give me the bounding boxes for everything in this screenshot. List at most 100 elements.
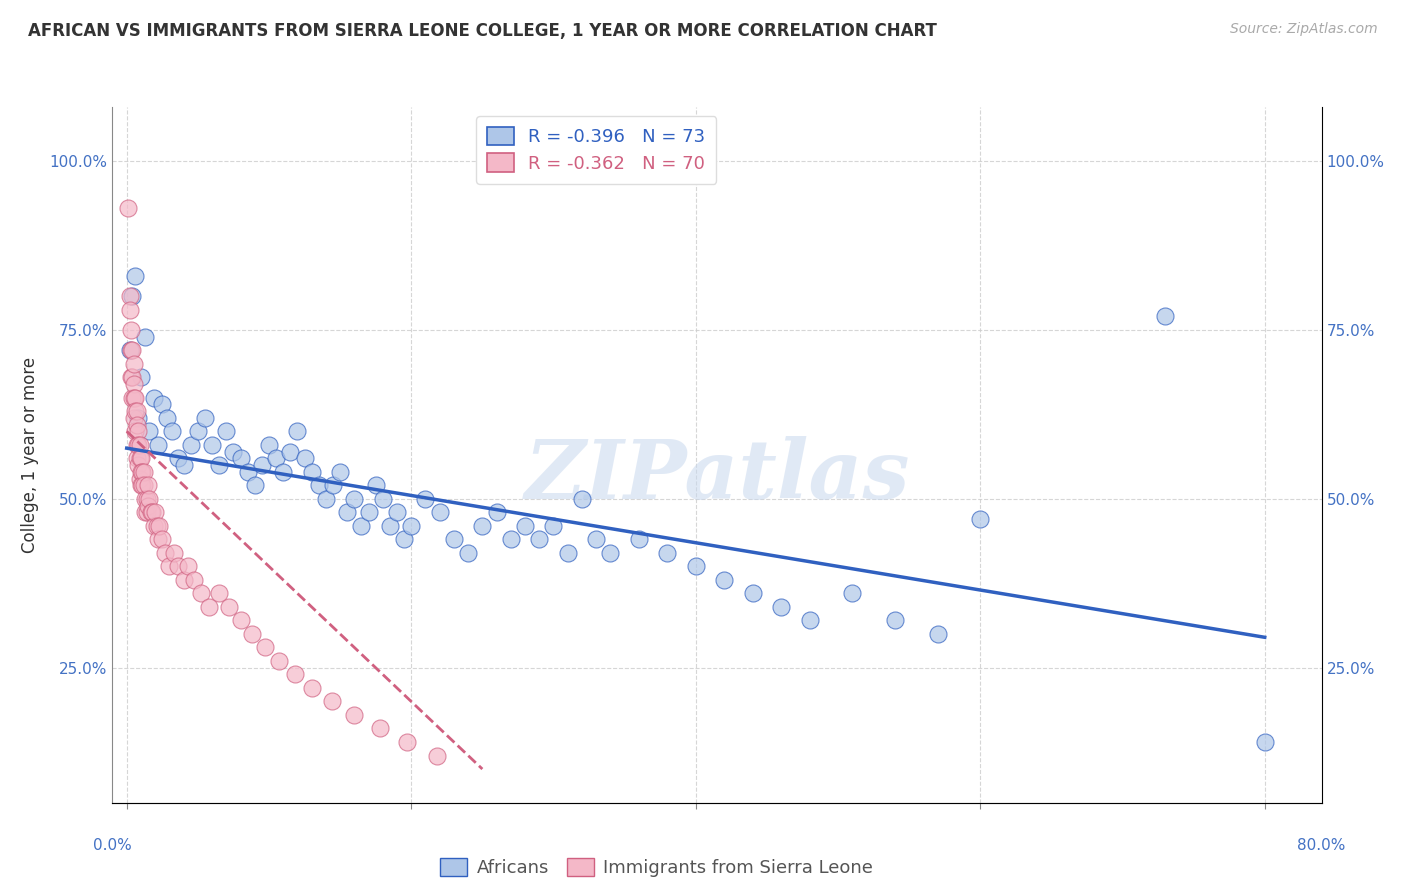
Point xyxy=(155,410,177,425)
Point xyxy=(471,519,494,533)
Point xyxy=(243,478,266,492)
Point xyxy=(927,627,949,641)
Point xyxy=(136,499,159,513)
Point xyxy=(138,424,160,438)
Point xyxy=(142,519,165,533)
Point xyxy=(364,478,387,492)
Point xyxy=(343,708,366,723)
Point xyxy=(127,458,149,472)
Point xyxy=(1154,310,1177,324)
Point xyxy=(969,512,991,526)
Point xyxy=(132,478,155,492)
Point xyxy=(343,491,366,506)
Point xyxy=(264,451,287,466)
Point xyxy=(395,735,418,749)
Point xyxy=(136,478,159,492)
Point xyxy=(329,465,352,479)
Point xyxy=(160,424,183,438)
Point xyxy=(117,202,139,216)
Point xyxy=(129,478,152,492)
Point xyxy=(284,667,307,681)
Point xyxy=(134,491,156,506)
Point xyxy=(250,458,273,472)
Point xyxy=(134,329,156,343)
Point xyxy=(443,533,465,547)
Point xyxy=(236,465,259,479)
Point xyxy=(139,505,162,519)
Point xyxy=(392,533,415,547)
Point xyxy=(301,465,323,479)
Point xyxy=(131,465,153,479)
Point xyxy=(122,357,145,371)
Point xyxy=(143,505,166,519)
Point xyxy=(167,451,190,466)
Point xyxy=(229,451,252,466)
Point xyxy=(271,465,294,479)
Text: 0.0%: 0.0% xyxy=(93,838,132,854)
Point xyxy=(122,376,145,391)
Point xyxy=(125,438,148,452)
Point xyxy=(585,533,607,547)
Text: ZIPatlas: ZIPatlas xyxy=(524,436,910,516)
Y-axis label: College, 1 year or more: College, 1 year or more xyxy=(21,357,38,553)
Point xyxy=(529,533,551,547)
Point xyxy=(513,519,536,533)
Point xyxy=(120,323,142,337)
Point xyxy=(173,458,195,472)
Point xyxy=(321,694,343,708)
Point xyxy=(132,465,155,479)
Point xyxy=(218,599,240,614)
Point xyxy=(208,586,231,600)
Point xyxy=(150,533,173,547)
Point xyxy=(229,614,252,628)
Point xyxy=(294,451,316,466)
Point xyxy=(135,505,157,519)
Point xyxy=(124,391,146,405)
Point xyxy=(741,586,763,600)
Point xyxy=(121,370,143,384)
Point xyxy=(118,289,141,303)
Point xyxy=(222,444,245,458)
Point xyxy=(138,491,160,506)
Point xyxy=(267,654,290,668)
Point xyxy=(127,410,149,425)
Point xyxy=(457,546,479,560)
Point xyxy=(141,505,163,519)
Point xyxy=(685,559,707,574)
Point xyxy=(173,573,195,587)
Point xyxy=(120,343,142,358)
Point xyxy=(308,478,330,492)
Point xyxy=(153,546,176,560)
Point xyxy=(240,627,263,641)
Point xyxy=(485,505,508,519)
Point xyxy=(1254,735,1277,749)
Point xyxy=(145,519,167,533)
Point xyxy=(146,533,169,547)
Point xyxy=(124,424,146,438)
Point xyxy=(125,404,148,418)
Point xyxy=(125,417,148,432)
Point xyxy=(118,302,141,317)
Point xyxy=(121,391,143,405)
Point xyxy=(399,519,422,533)
Point xyxy=(770,599,793,614)
Point xyxy=(121,289,143,303)
Point xyxy=(253,640,276,655)
Text: AFRICAN VS IMMIGRANTS FROM SIERRA LEONE COLLEGE, 1 YEAR OR MORE CORRELATION CHAR: AFRICAN VS IMMIGRANTS FROM SIERRA LEONE … xyxy=(28,22,936,40)
Point xyxy=(134,505,156,519)
Point xyxy=(208,458,231,472)
Point xyxy=(125,451,148,466)
Point xyxy=(426,748,449,763)
Legend: Africans, Immigrants from Sierra Leone: Africans, Immigrants from Sierra Leone xyxy=(433,850,880,884)
Point xyxy=(157,559,180,574)
Point xyxy=(368,722,391,736)
Point xyxy=(122,410,145,425)
Point xyxy=(571,491,593,506)
Point xyxy=(163,546,186,560)
Point xyxy=(371,491,394,506)
Point xyxy=(357,505,380,519)
Point xyxy=(122,391,145,405)
Point xyxy=(131,478,153,492)
Point xyxy=(557,546,579,560)
Point xyxy=(657,546,679,560)
